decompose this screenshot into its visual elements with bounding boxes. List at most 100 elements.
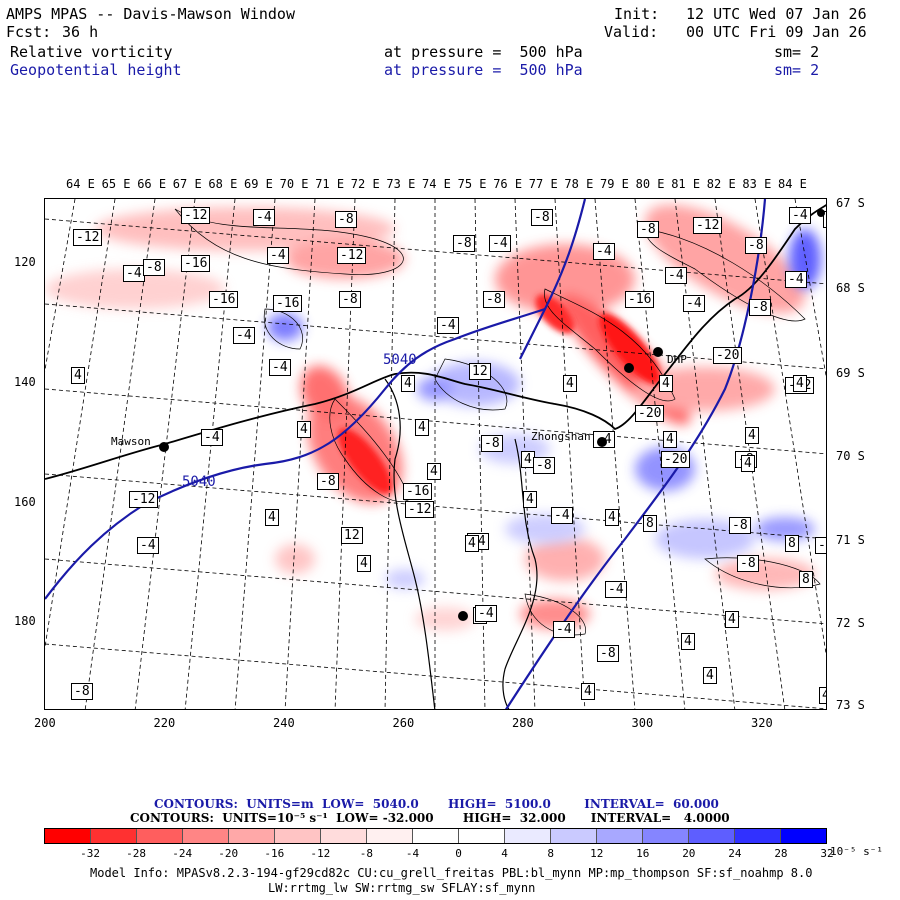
longitude-label: 66 E [137, 177, 167, 191]
field-1-pressure: at pressure = 500 hPa [384, 43, 583, 61]
latitude-label: 69 S [836, 366, 865, 380]
field-2-name: Geopotential height [10, 61, 182, 79]
vorticity-value-box: 4 [741, 455, 755, 472]
longitude-label: 67 E [172, 177, 202, 191]
latitude-label: 71 S [836, 533, 865, 547]
colorbar-tick: -8 [359, 847, 374, 860]
colorbar-segment [735, 829, 781, 843]
vorticity-value-box: -16 [625, 291, 655, 308]
vorticity-shade [755, 517, 815, 541]
longitude-label: 82 E [706, 177, 736, 191]
vorticity-shade [495, 244, 635, 314]
grid-y-label: 140 [14, 375, 36, 389]
vorticity-value-box: -4 [201, 429, 223, 446]
colorbar-segment [45, 829, 91, 843]
longitude-label: 81 E [671, 177, 701, 191]
station-marker [817, 209, 825, 217]
vorticity-value-box: 8 [785, 535, 799, 552]
vorticity-value-box: -8 [745, 237, 767, 254]
colorbar-segment [597, 829, 643, 843]
station-label-dhp: DHP [667, 353, 687, 366]
vorticity-value-box: 4 [703, 667, 717, 684]
vorticity-value-box: -16 [181, 255, 211, 272]
vorticity-value-box: 4 [71, 367, 85, 384]
model-info-line2: LW:rrtmg_lw SW:rrtmg_sw SFLAY:sf_mynn [268, 881, 536, 895]
vorticity-value-box: -12 [405, 501, 435, 518]
app-title: AMPS MPAS -- Davis-Mawson Window [6, 5, 295, 23]
vorticity-value-box: -8 [637, 221, 659, 238]
vorticity-value-box: 12 [469, 363, 491, 380]
vorticity-shade [300, 365, 350, 423]
vorticity-value-box: 4 [523, 491, 537, 508]
vorticity-value-box: -12 [693, 217, 723, 234]
vorticity-core [338, 428, 392, 494]
height-contour-5040 [45, 307, 546, 600]
vorticity-value-box: 8 [799, 571, 813, 588]
vorticity-value-box: -8 [317, 473, 339, 490]
vorticity-value-box: -4 [253, 209, 275, 226]
vorticity-value-box: -12 [337, 247, 367, 264]
station-marker [597, 437, 607, 447]
latitude-label: 70 S [836, 449, 865, 463]
vorticity-value-box: -8 [597, 645, 619, 662]
init-label: Init: [614, 5, 660, 23]
vorticity-value-box: -4 [683, 295, 705, 312]
ice-boundary [384, 378, 436, 709]
vorticity-value-box: -4 [123, 265, 145, 282]
colorbar-tick: -20 [218, 847, 239, 860]
vorticity-shade [645, 204, 805, 314]
colorbar-tick: 8 [547, 847, 554, 860]
height-contour-label: 5040 [182, 474, 216, 490]
field-1-name: Relative vorticity [10, 43, 173, 61]
vorticity-value-box: -16 [273, 295, 303, 312]
vorticity-value-box: 4 [745, 427, 759, 444]
vorticity-map: -12 -4 -12 -8 -8 -12 -16 -4 -4 -8 -16 -12 -8 -4 -4 -8 -4… [44, 198, 827, 710]
vorticity-value-box: -8 [335, 211, 357, 228]
field-2-pressure: at pressure = 500 hPa [384, 61, 583, 79]
colorbar-segment [551, 829, 597, 843]
longitude-label: 77 E [528, 177, 558, 191]
vorticity-value-box: -8 [533, 457, 555, 474]
longitude-label: 68 E [208, 177, 238, 191]
vorticity-value-box: -4 [437, 317, 459, 334]
vorticity-value-box: 8 [643, 515, 657, 532]
colorbar-units: 10⁻⁵ s⁻¹ [830, 845, 883, 858]
vorticity-value-box: 4 [415, 419, 429, 436]
vorticity-value-box: -4 [553, 621, 575, 638]
vorticity-value-box: 4 [659, 375, 673, 392]
vorticity-value-box: -16 [209, 291, 239, 308]
vorticity-value-box: 4 [563, 375, 577, 392]
forecast-value: 36 h [62, 23, 99, 41]
colorbar-tick: -16 [264, 847, 285, 860]
grid-y-label: 160 [14, 495, 36, 509]
vorticity-value-box: -4 [269, 359, 291, 376]
vorticity-value-box: -4 [789, 207, 811, 224]
vorticity-value-box: -4 [489, 235, 511, 252]
vorticity-shade [430, 362, 520, 406]
colorbar-segment [367, 829, 413, 843]
colorbar-segment [229, 829, 275, 843]
field-1-smooth: sm= 2 [774, 43, 820, 61]
grid-x-label: 260 [392, 716, 415, 730]
vorticity-value-box: 12 [341, 527, 363, 544]
vorticity-value-box: -4 [815, 537, 826, 554]
vorticity-value-box: -16 [403, 483, 433, 500]
vorticity-value-box: 4 [357, 555, 371, 572]
vorticity-value-box: -8 [453, 235, 475, 252]
colorbar-segment [643, 829, 689, 843]
colorbar-tick: 4 [501, 847, 508, 860]
vorticity-value-box: -4 [475, 605, 497, 622]
longitude-label: 72 E [350, 177, 380, 191]
vorticity-value-box: -20 [713, 347, 743, 364]
vorticity-shade [95, 207, 395, 251]
longitude-label: 71 E [315, 177, 345, 191]
model-info-line1: Model Info: MPASv8.2.3-194-gf29cd82c CU:… [90, 866, 813, 880]
vorticity-value-box: 4 [605, 509, 619, 526]
station-marker [624, 363, 634, 373]
grid-x-label: 240 [273, 716, 295, 730]
grid-y-label: 180 [14, 614, 36, 628]
vorticity-value-box: -4 [605, 581, 627, 598]
valid-value: 00 UTC Fri 09 Jan 26 [686, 23, 867, 41]
vorticity-shade [525, 537, 605, 581]
vorticity-value-box: -8 [481, 435, 503, 452]
